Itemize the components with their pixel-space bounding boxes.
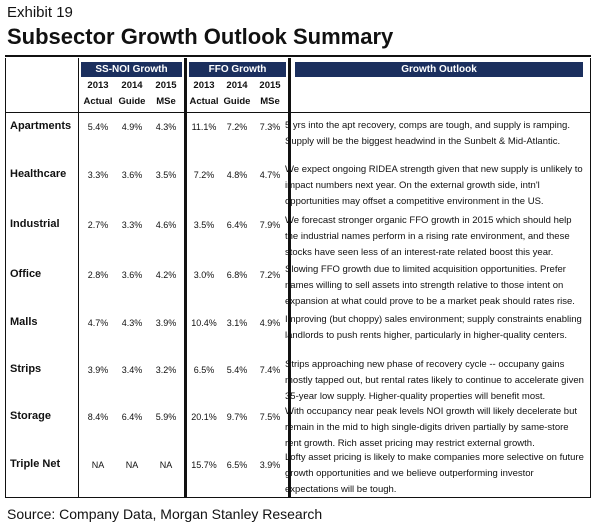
sub-ffo-mse: MSe [260, 96, 280, 107]
apartments-outlook: 5 yrs into the apt recovery, comps are t… [285, 120, 570, 147]
healthcare-outlook: We expect ongoing RIDEA strength given t… [285, 164, 583, 207]
row-label-triple-net: Triple Net [10, 458, 61, 470]
strips-ffo-2013: 6.5% [193, 365, 215, 375]
table-border-bottom [5, 497, 591, 498]
malls-ss-2014: 4.3% [121, 318, 143, 328]
col-divider-label [78, 58, 79, 498]
healthcare-ffo-2014: 4.8% [226, 170, 248, 180]
healthcare-ss-2014: 3.6% [121, 170, 143, 180]
malls-outlook: Improving (but choppy) sales environment… [285, 314, 582, 341]
sub-ffo-actual: Actual [189, 96, 219, 107]
storage-ss-2013: 8.4% [87, 412, 109, 422]
sub-ffo-guide: Guide [223, 96, 251, 107]
apartments-ffo-2015: 7.3% [259, 122, 281, 132]
apartments-ss-2014: 4.9% [121, 122, 143, 132]
healthcare-ffo-2015: 4.7% [259, 170, 281, 180]
malls-ffo-2014: 3.1% [226, 318, 248, 328]
apartments-ss-2015: 4.3% [155, 122, 177, 132]
healthcare-ss-2015: 3.5% [155, 170, 177, 180]
page-title: Subsector Growth Outlook Summary [7, 24, 394, 49]
row-label-apartments: Apartments [10, 120, 72, 132]
sub-ss-mse: MSe [156, 96, 176, 107]
year-ss-2013: 2013 [87, 80, 109, 91]
industrial-ffo-2015: 7.9% [259, 220, 281, 230]
storage-ffo-2013: 20.1% [191, 412, 217, 422]
triple-net-ss-2013: NA [91, 460, 105, 470]
office-ss-2015: 4.2% [155, 270, 177, 280]
outlook-header: Growth Outlook [295, 62, 583, 77]
industrial-ss-2013: 2.7% [87, 220, 109, 230]
source-note: Source: Company Data, Morgan Stanley Res… [7, 506, 323, 522]
malls-ffo-2013: 10.4% [191, 318, 217, 328]
malls-ss-2015: 3.9% [155, 318, 177, 328]
strips-outlook: Strips approaching new phase of recovery… [285, 359, 584, 402]
year-ffo-2013: 2013 [193, 80, 215, 91]
office-outlook: Slowing FFO growth due to limited acquis… [285, 264, 575, 307]
growth-outlook-table: SS-NOI Growth FFO Growth Growth Outlook … [5, 58, 591, 498]
strips-ss-2015: 3.2% [155, 365, 177, 375]
triple-net-ss-2015: NA [159, 460, 173, 470]
apartments-ss-2013: 5.4% [87, 122, 109, 132]
strips-ffo-2014: 5.4% [226, 365, 248, 375]
storage-ss-2015: 5.9% [155, 412, 177, 422]
triple-net-ffo-2014: 6.5% [226, 460, 248, 470]
office-ffo-2013: 3.0% [193, 270, 215, 280]
strips-ffo-2015: 7.4% [259, 365, 281, 375]
triple-net-outlook: Lofty asset pricing is likely to make co… [285, 452, 584, 495]
exhibit-label: Exhibit 19 [7, 4, 73, 21]
row-label-storage: Storage [10, 410, 51, 422]
sub-ss-guide: Guide [118, 96, 146, 107]
col-divider-ss [184, 58, 187, 498]
table-border-right [590, 58, 591, 498]
office-ss-2014: 3.6% [121, 270, 143, 280]
row-label-healthcare: Healthcare [10, 168, 67, 180]
office-ffo-2014: 6.8% [226, 270, 248, 280]
industrial-ffo-2013: 3.5% [193, 220, 215, 230]
year-ss-2014: 2014 [121, 80, 143, 91]
year-ffo-2015: 2015 [259, 80, 281, 91]
title-rule [5, 55, 591, 57]
col-divider-ffo [288, 58, 291, 498]
storage-ss-2014: 6.4% [121, 412, 143, 422]
ss-noi-header: SS-NOI Growth [81, 62, 182, 77]
apartments-ffo-2013: 11.1% [191, 122, 217, 132]
office-ffo-2015: 7.2% [259, 270, 281, 280]
malls-ss-2013: 4.7% [87, 318, 109, 328]
row-label-malls: Malls [10, 316, 38, 328]
table-border-left [5, 58, 6, 498]
strips-ss-2013: 3.9% [87, 365, 109, 375]
row-label-strips: Strips [10, 363, 42, 375]
ffo-header: FFO Growth [189, 62, 286, 77]
healthcare-ffo-2013: 7.2% [193, 170, 215, 180]
office-ss-2013: 2.8% [87, 270, 109, 280]
header-rule [5, 112, 591, 113]
malls-ffo-2015: 4.9% [259, 318, 281, 328]
industrial-outlook: We forecast stronger organic FFO growth … [285, 215, 572, 258]
row-label-office: Office [10, 268, 42, 280]
industrial-ss-2014: 3.3% [121, 220, 143, 230]
apartments-ffo-2014: 7.2% [226, 122, 248, 132]
storage-ffo-2015: 7.5% [259, 412, 281, 422]
storage-outlook: With occupancy near peak levels NOI grow… [285, 406, 577, 449]
row-label-industrial: Industrial [10, 218, 60, 230]
sub-ss-actual: Actual [83, 96, 113, 107]
industrial-ffo-2014: 6.4% [226, 220, 248, 230]
healthcare-ss-2013: 3.3% [87, 170, 109, 180]
triple-net-ffo-2015: 3.9% [259, 460, 281, 470]
triple-net-ss-2014: NA [125, 460, 139, 470]
year-ss-2015: 2015 [155, 80, 177, 91]
triple-net-ffo-2013: 15.7% [191, 460, 217, 470]
year-ffo-2014: 2014 [226, 80, 248, 91]
strips-ss-2014: 3.4% [121, 365, 143, 375]
industrial-ss-2015: 4.6% [155, 220, 177, 230]
storage-ffo-2014: 9.7% [226, 412, 248, 422]
